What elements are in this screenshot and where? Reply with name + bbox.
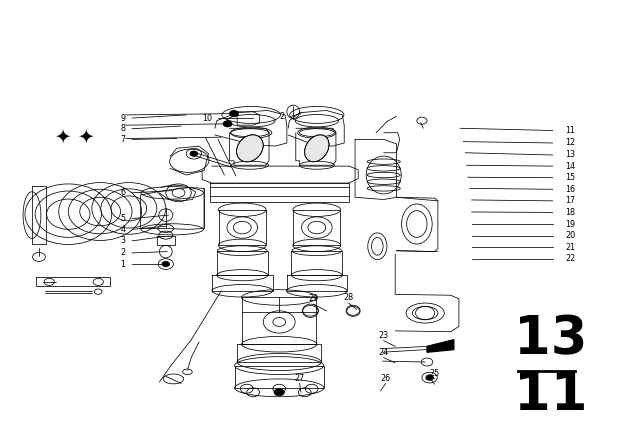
Text: 28: 28 [344, 293, 354, 302]
Circle shape [223, 121, 232, 127]
Circle shape [426, 375, 433, 380]
Text: 13: 13 [565, 151, 575, 159]
Text: 10: 10 [202, 113, 212, 123]
Text: 5: 5 [120, 214, 125, 223]
Text: 26: 26 [381, 374, 390, 383]
Text: 11: 11 [565, 126, 575, 135]
Text: 22: 22 [565, 254, 575, 263]
Text: 7: 7 [120, 135, 125, 144]
Text: 15: 15 [565, 173, 575, 182]
Text: 25: 25 [429, 369, 440, 378]
Circle shape [162, 261, 170, 267]
Text: 17: 17 [565, 196, 575, 205]
Text: 2: 2 [120, 249, 125, 258]
Text: 29: 29 [308, 294, 319, 303]
Text: 6: 6 [121, 188, 125, 197]
Text: 20: 20 [565, 231, 575, 240]
Circle shape [190, 151, 198, 156]
Polygon shape [427, 340, 454, 352]
Text: 21: 21 [565, 243, 575, 252]
Text: 13: 13 [514, 314, 588, 366]
Ellipse shape [237, 135, 263, 162]
Text: 27: 27 [294, 374, 305, 383]
Circle shape [230, 111, 239, 116]
Text: 4: 4 [121, 225, 125, 234]
Text: 16: 16 [565, 185, 575, 194]
Text: 12: 12 [565, 138, 575, 147]
Text: 9: 9 [120, 113, 125, 123]
Text: 8: 8 [121, 124, 125, 133]
Text: 3: 3 [121, 237, 125, 246]
Circle shape [274, 389, 284, 396]
Ellipse shape [305, 135, 329, 162]
Text: 19: 19 [565, 220, 575, 228]
Text: 24: 24 [379, 348, 388, 357]
Text: ✦ ✦: ✦ ✦ [55, 128, 95, 146]
Text: 2: 2 [280, 112, 285, 121]
Text: 1: 1 [121, 259, 125, 268]
Text: 23: 23 [379, 331, 388, 340]
Text: 18: 18 [565, 208, 575, 217]
Text: 14: 14 [565, 162, 575, 171]
Text: 11: 11 [514, 370, 588, 422]
